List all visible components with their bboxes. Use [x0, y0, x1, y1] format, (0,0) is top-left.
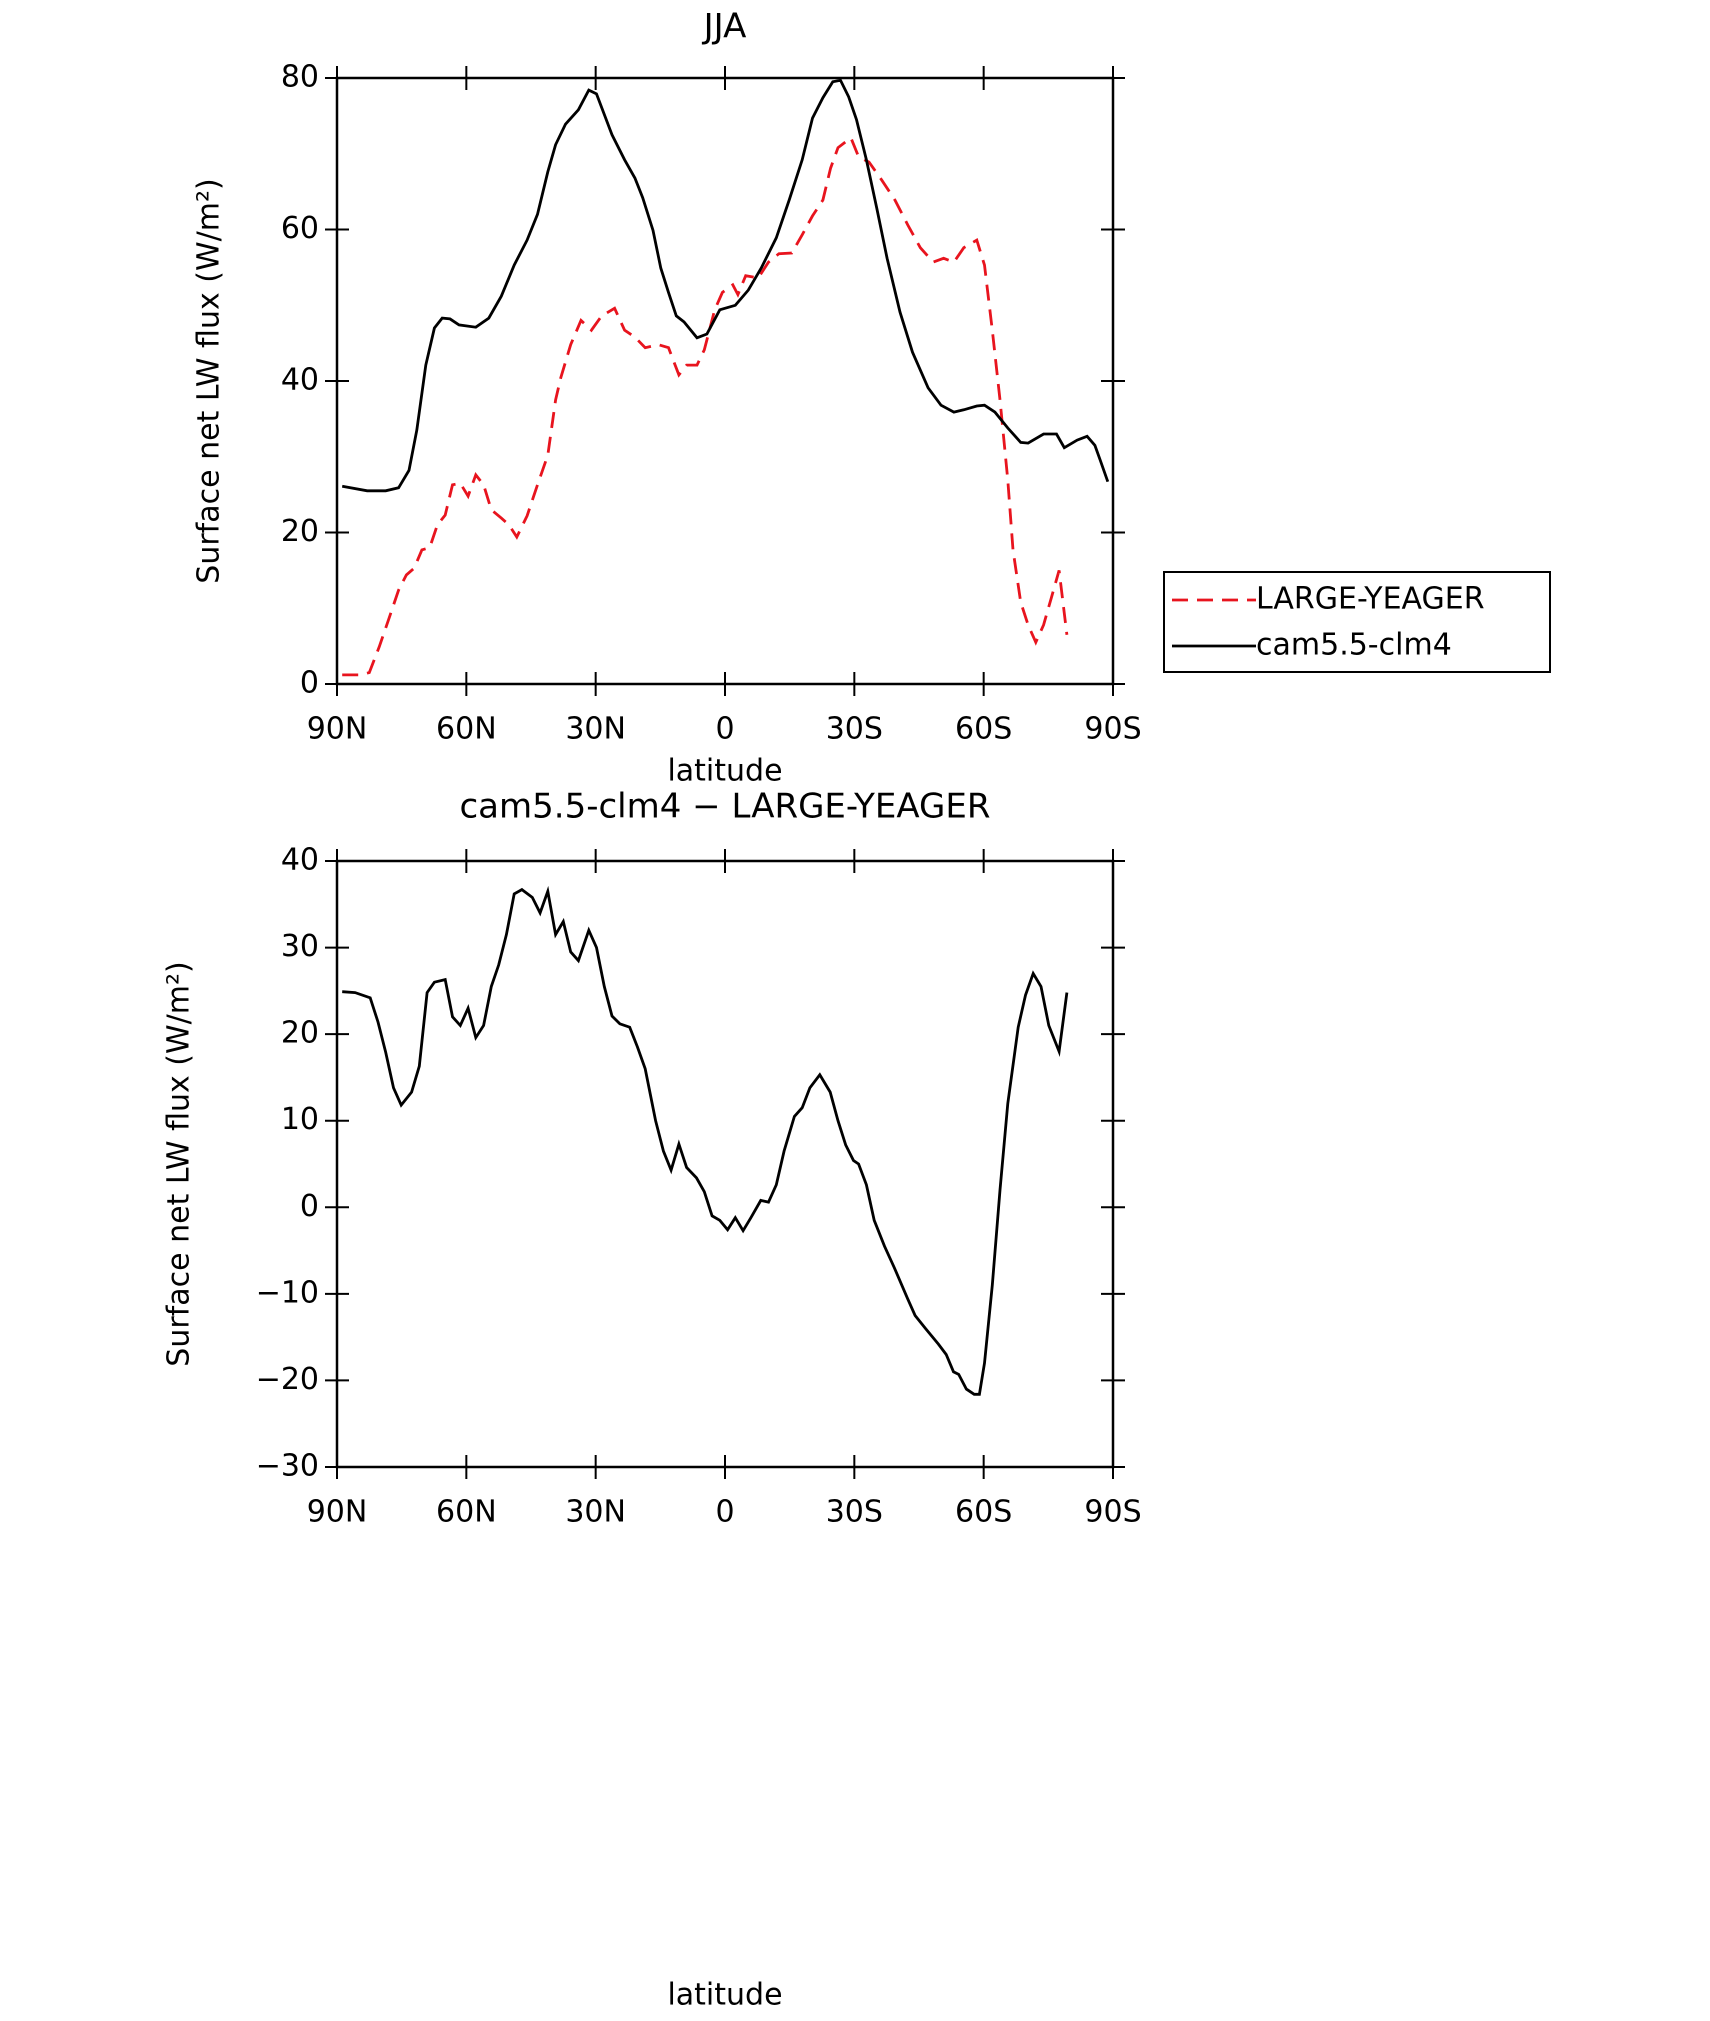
legend-label: LARGE-YEAGER: [1256, 582, 1485, 617]
y-tick-label: 60: [281, 211, 319, 246]
y-tick-label: 20: [281, 1016, 319, 1051]
series-line: [342, 885, 1069, 1396]
x-tick-label: 30N: [565, 712, 626, 747]
legend-frame: [1163, 571, 1551, 673]
legend-label: cam5.5-clm4: [1256, 628, 1452, 663]
x-tick-label: 60S: [955, 1495, 1012, 1530]
y-axis-label: Surface net LW flux (W/m²): [162, 961, 197, 1366]
plot: cam5.5-clm4 − LARGE-YEAGER −30 −20 −10 0 10 20…: [162, 787, 1142, 2013]
y-tick-label: 40: [281, 843, 319, 878]
chart-title: cam5.5-clm4 − LARGE-YEAGER: [459, 787, 990, 827]
y-tick-label: −30: [256, 1449, 319, 1484]
x-tick-label: 60N: [436, 1495, 497, 1530]
y-tick-label: 30: [281, 929, 319, 964]
series-line: [342, 135, 1069, 677]
y-tick-label: 10: [281, 1102, 319, 1137]
y-tick-label: 80: [281, 60, 319, 95]
plot-frame: [335, 76, 1115, 686]
y-tick-label: 0: [300, 1189, 319, 1224]
x-tick-label: 30S: [826, 712, 883, 747]
x-tick-label: 90N: [307, 712, 368, 747]
x-tick-label: 90S: [1084, 1495, 1141, 1530]
y-axis-label: Surface net LW flux (W/m²): [192, 178, 227, 583]
x-tick-label: 90S: [1084, 712, 1141, 747]
y-tick-label: −10: [256, 1275, 319, 1310]
y-tick-label: 0: [300, 666, 319, 701]
x-tick-label: 30N: [565, 1495, 626, 1530]
y-tick-label: −20: [256, 1362, 319, 1397]
x-tick-label: 60N: [436, 712, 497, 747]
y-tick-label: 40: [281, 363, 319, 398]
x-axis-label: latitude: [667, 754, 782, 789]
x-tick-label: 0: [715, 1495, 734, 1530]
x-axis-label: latitude: [667, 1978, 782, 2013]
x-tick-label: 60S: [955, 712, 1012, 747]
chart-title: JJA: [702, 7, 747, 47]
plot-frame: [335, 859, 1115, 1469]
x-tick-label: 30S: [826, 1495, 883, 1530]
y-tick-label: 20: [281, 514, 319, 549]
x-tick-label: 90N: [307, 1495, 368, 1530]
plot: JJA 0 20 40 60 80 90N 60N 30N 0 30S 60S 90S latitude S…: [192, 7, 1551, 789]
series-line: [341, 78, 1110, 493]
x-tick-label: 0: [715, 712, 734, 747]
